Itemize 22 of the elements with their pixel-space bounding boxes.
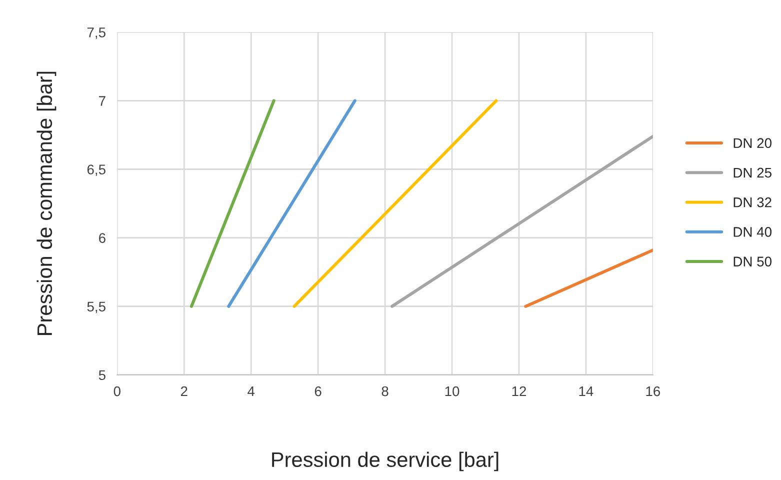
- x-tick-label: 0: [114, 386, 120, 396]
- y-tick-label: 5: [98, 370, 106, 380]
- legend-label: DN 32: [734, 197, 772, 208]
- y-tick-label: 6: [99, 233, 106, 243]
- y-tick-label: 7,5: [87, 28, 106, 39]
- legend-label: DN 40: [734, 227, 772, 237]
- x-tick-label: 2: [180, 386, 188, 396]
- legend-label: DN 50: [734, 256, 772, 266]
- legend-label: DN 25: [734, 168, 772, 178]
- y-tick-label: 5,5: [87, 302, 106, 314]
- x-tick-label: 10: [445, 386, 460, 396]
- x-tick-label: 14: [579, 386, 594, 396]
- y-axis-title: Pression de commande [bar]: [36, 72, 56, 335]
- x-tick-label: 4: [248, 386, 255, 396]
- x-tick-label: 6: [314, 386, 322, 396]
- y-tick-label: 6,5: [87, 164, 106, 176]
- y-tick-label: 7: [99, 96, 106, 106]
- x-tick-label: 16: [646, 386, 660, 396]
- x-tick-label: 8: [382, 386, 388, 396]
- x-axis-title: Pression de service [bar]: [272, 452, 498, 472]
- legend-label: DN 20: [734, 138, 772, 148]
- x-tick-label: 12: [512, 386, 526, 396]
